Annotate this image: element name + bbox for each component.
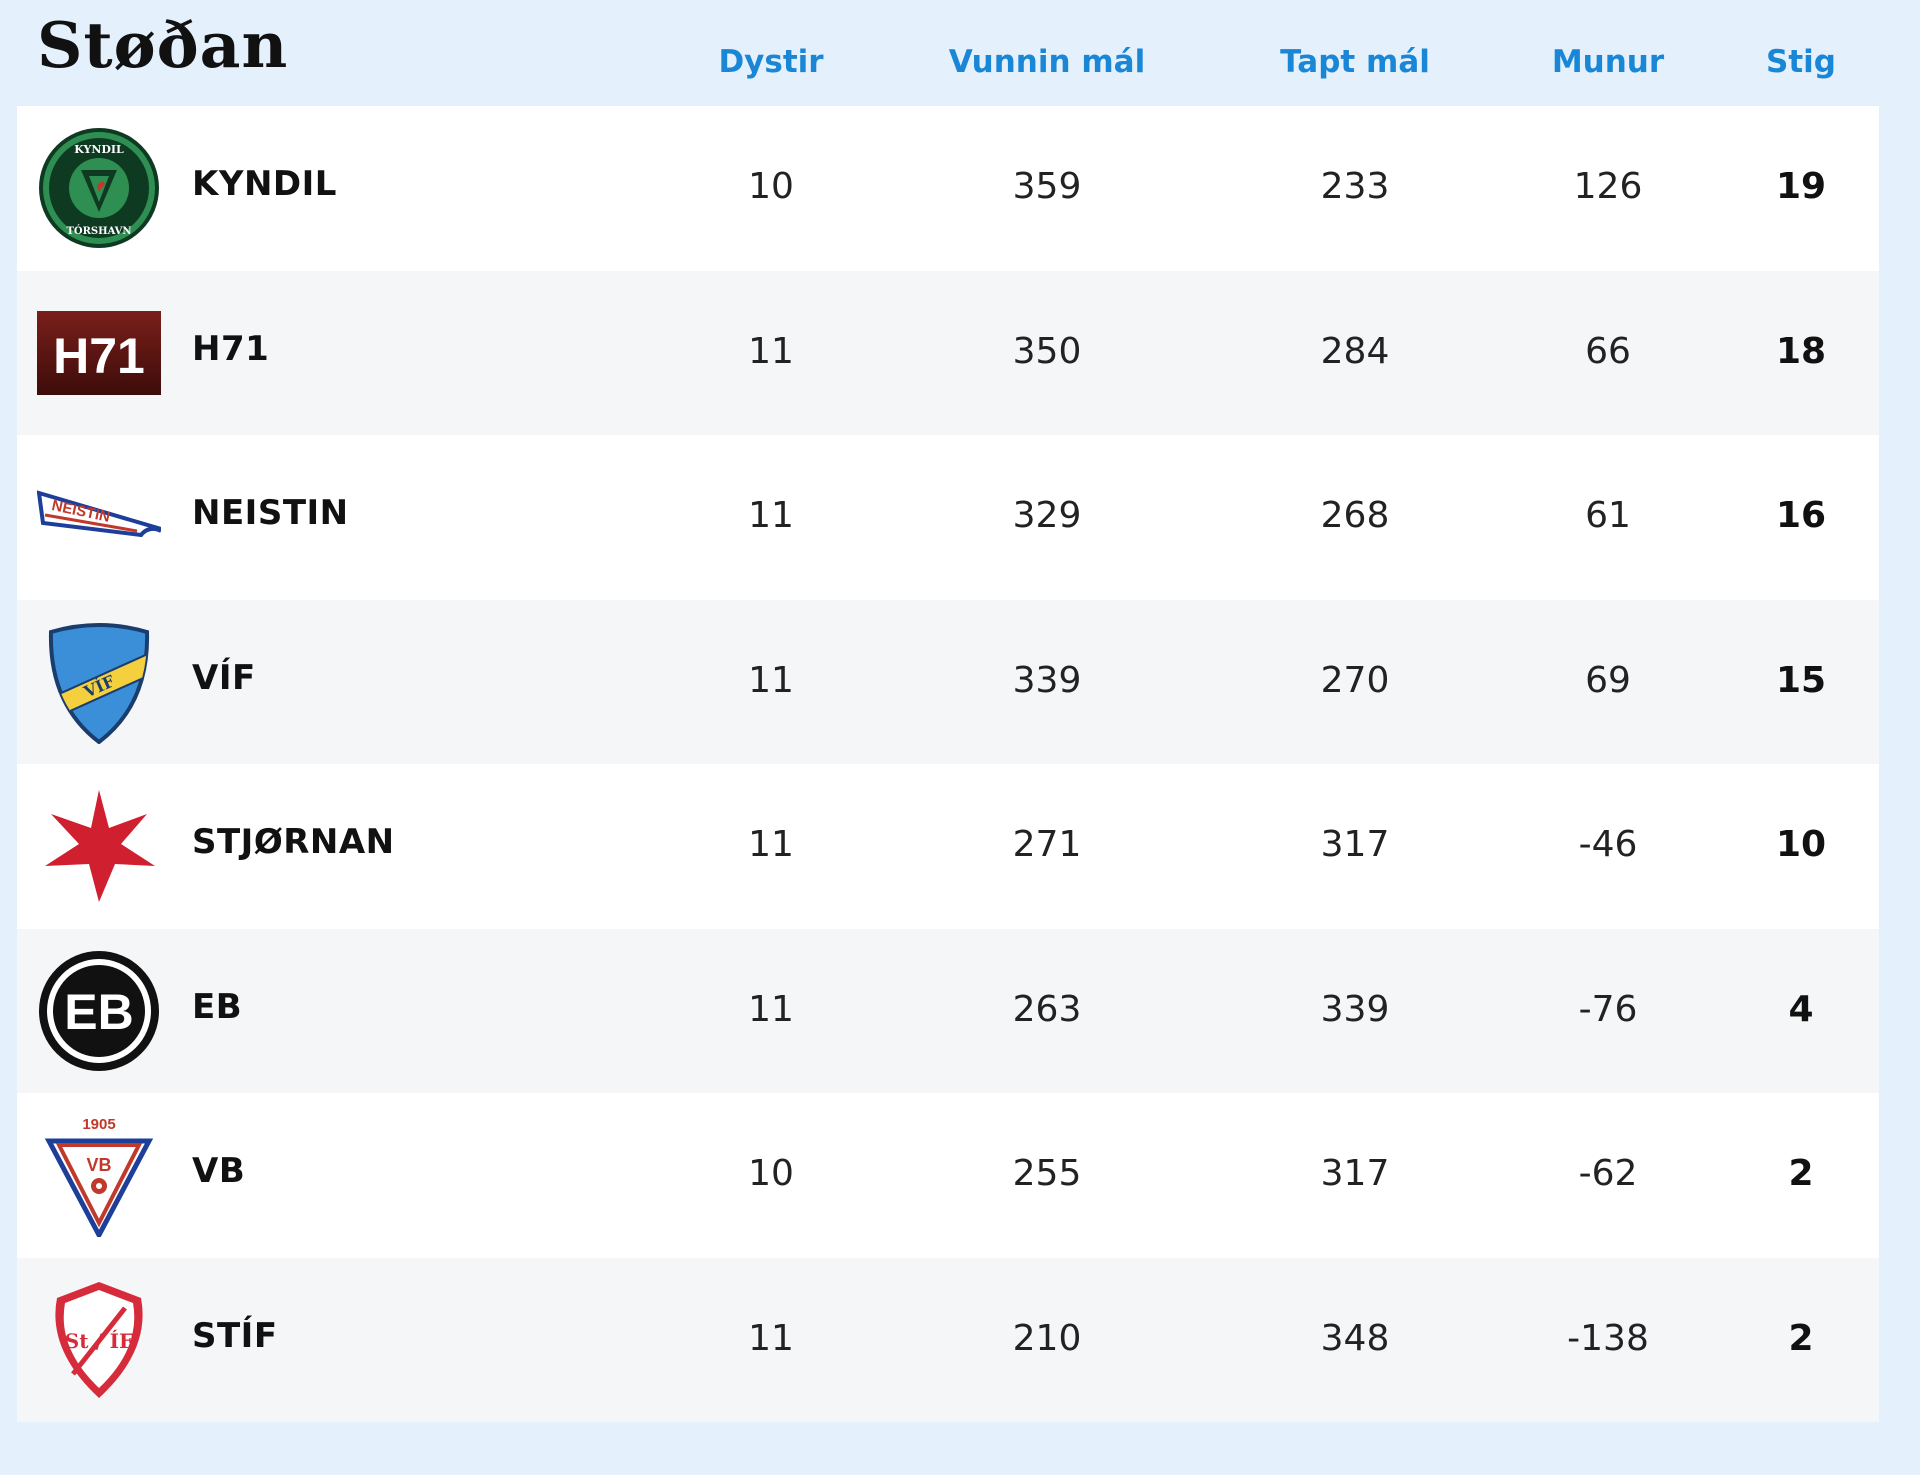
stif-logo: St / ÍF [37,1278,161,1402]
table-row[interactable]: H71 H71 11 350 284 66 18 [17,270,1879,435]
won-value: 263 [1012,988,1082,1030]
lost-value: 317 [1320,1153,1390,1194]
table-row[interactable]: EB EB 11 263 339 -76 4 [17,928,1879,1093]
won-value: 329 [1012,495,1082,536]
diff-value: -138 [1567,1317,1649,1359]
played-value: 11 [748,659,794,701]
played-value: 11 [748,824,794,865]
points-value: 4 [1788,988,1814,1030]
kyndil-logo: KYNDIL TÓRSHAVN [37,126,161,250]
points-value: 19 [1775,166,1827,207]
page-title: Støðan [37,8,289,82]
col-header-played[interactable]: Dystir [718,44,824,80]
team-name[interactable]: STÍF [192,1315,278,1356]
svg-text:EB: EB [64,984,133,1040]
diff-value: -76 [1578,988,1638,1030]
svg-text:VB: VB [86,1155,111,1175]
vif-logo: VÍF [37,620,161,744]
points-value: 2 [1788,1317,1814,1359]
svg-text:KYNDIL: KYNDIL [74,143,124,156]
won-value: 359 [1012,166,1082,207]
won-value: 210 [1012,1317,1082,1359]
col-header-won[interactable]: Vunnin mál [948,44,1146,80]
svg-text:H71: H71 [53,328,145,384]
points-value: 18 [1775,330,1827,372]
won-value: 255 [1012,1153,1082,1194]
played-value: 11 [748,988,794,1030]
svg-text:TÓRSHAVN: TÓRSHAVN [66,225,131,237]
eb-logo: EB [37,949,161,1073]
played-value: 11 [748,495,794,536]
standings-table: KYNDIL TÓRSHAVN KYNDIL 10 359 233 126 19… [17,106,1879,1422]
won-value: 350 [1012,330,1082,372]
diff-value: -62 [1578,1153,1638,1194]
team-name[interactable]: VB [192,1151,246,1191]
lost-value: 339 [1320,988,1390,1030]
played-value: 11 [748,1317,794,1359]
neistin-logo: NEISTIN [37,455,161,579]
won-value: 271 [1012,824,1082,865]
lost-value: 268 [1320,495,1390,536]
svg-text:1905: 1905 [82,1116,115,1133]
team-name[interactable]: H71 [192,328,270,369]
points-value: 15 [1775,659,1827,701]
svg-text:St / ÍF: St / ÍF [65,1329,133,1353]
table-row[interactable]: VÍF VÍF 11 339 270 69 15 [17,599,1879,764]
lost-value: 317 [1320,824,1390,865]
team-name[interactable]: KYNDIL [192,164,337,204]
team-name[interactable]: EB [192,986,243,1027]
table-row[interactable]: KYNDIL TÓRSHAVN KYNDIL 10 359 233 126 19 [17,106,1879,271]
table-row[interactable]: STJØRNAN 11 271 317 -46 10 [17,764,1879,929]
team-name[interactable]: STJØRNAN [192,822,395,862]
diff-value: 61 [1585,495,1631,536]
lost-value: 270 [1320,659,1390,701]
col-header-lost[interactable]: Tapt mál [1280,44,1430,80]
stjornan-logo [37,784,161,908]
played-value: 10 [748,1153,794,1194]
diff-value: 69 [1585,659,1631,701]
team-name[interactable]: VÍF [192,657,256,698]
col-header-diff[interactable]: Munur [1551,44,1665,80]
diff-value: 66 [1585,330,1631,372]
diff-value: -46 [1578,824,1638,865]
table-row[interactable]: St / ÍF STÍF 11 210 348 -138 2 [17,1257,1879,1422]
h71-logo: H71 [37,291,161,415]
col-header-points[interactable]: Stig [1766,44,1836,80]
standings-header: Støðan Dystir Vunnin mál Tapt mál Munur … [0,0,1920,106]
lost-value: 348 [1320,1317,1390,1359]
points-value: 16 [1775,495,1827,536]
table-row[interactable]: 1905 VB VB 10 255 317 -62 2 [17,1093,1879,1258]
diff-value: 126 [1573,166,1643,207]
played-value: 10 [748,166,794,207]
won-value: 339 [1012,659,1082,701]
table-row[interactable]: NEISTIN NEISTIN 11 329 268 61 16 [17,435,1879,600]
vb-logo: 1905 VB [37,1113,161,1237]
lost-value: 284 [1320,330,1390,372]
lost-value: 233 [1320,166,1390,207]
points-value: 10 [1775,824,1827,865]
team-name[interactable]: NEISTIN [192,493,349,533]
points-value: 2 [1788,1153,1814,1194]
played-value: 11 [748,330,794,372]
